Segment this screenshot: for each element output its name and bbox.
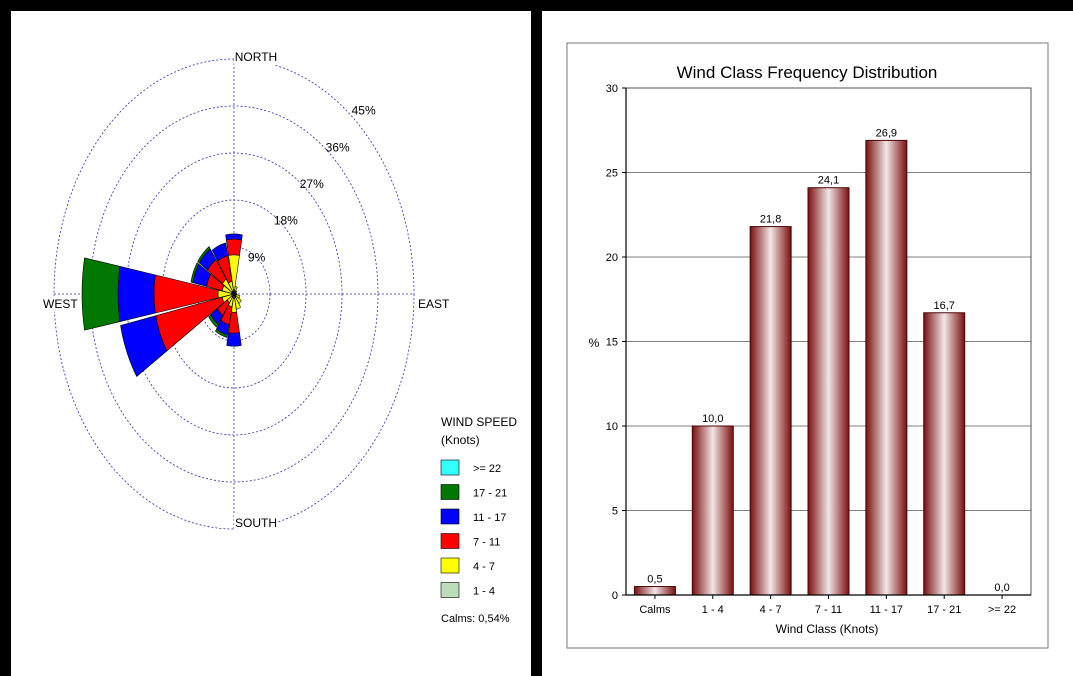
- direction-label-west: WEST: [43, 297, 78, 311]
- bar-value-label-5: 16,7: [934, 300, 955, 312]
- rose-sector-10-class-4: [208, 314, 219, 328]
- legend-title-line2: (Knots): [441, 433, 480, 447]
- ring-label-5: 45%: [352, 104, 376, 118]
- direction-label-east: EAST: [418, 297, 450, 311]
- rose-sector-14-class-4: [197, 246, 211, 264]
- x-axis-label: Wind Class (Knots): [776, 622, 879, 636]
- x-tick-label-6: >= 22: [988, 604, 1016, 616]
- legend-label-5: 1 - 4: [473, 586, 495, 598]
- y-tick-label-3: 15: [606, 337, 618, 349]
- y-tick-label-2: 10: [606, 421, 618, 433]
- legend-label-2: 11 - 17: [473, 512, 506, 524]
- calms-text: Calms: 0,54%: [441, 613, 510, 625]
- x-tick-label-1: 1 - 4: [702, 604, 724, 616]
- legend-label-1: 17 - 21: [473, 488, 507, 500]
- rose-legend: WIND SPEED (Knots) >= 22 17 - 21 11 - 17 7 …: [440, 415, 517, 598]
- rose-sector-15-class-3: [211, 242, 229, 262]
- bar-2: [749, 226, 792, 596]
- rose-sector-8-class-3: [226, 332, 242, 347]
- rose-sector-0-class-3: [225, 233, 243, 241]
- wind-rose-chart: 9% 18% 27% 36% 45% NORTH SOUTH WEST EAST WIND SP…: [43, 49, 517, 625]
- legend-swatch-5: [440, 582, 460, 598]
- ring-label-2: 18%: [274, 214, 298, 228]
- bar-value-label-4: 26,9: [876, 127, 897, 139]
- legend-swatch-0: [440, 459, 460, 476]
- ring-label-1: 9%: [248, 250, 266, 264]
- rose-sector-12-class-4: [81, 257, 121, 331]
- y-tick-label-0: 0: [612, 590, 618, 602]
- x-tick-label-0: Calms: [639, 604, 671, 616]
- legend-label-3: 7 - 11: [473, 537, 500, 549]
- rose-sector-11-class-3: [120, 315, 168, 377]
- direction-label-bg-north: [234, 49, 278, 65]
- bar-0: [633, 586, 676, 596]
- chart-title: Wind Class Frequency Distribution: [677, 63, 938, 82]
- rose-sectors: [81, 233, 243, 377]
- y-tick-label-6: 30: [606, 83, 618, 95]
- y-axis-label: %: [589, 336, 600, 350]
- x-tick-label-3: 7 - 11: [815, 604, 842, 616]
- y-tick-label-1: 5: [612, 506, 618, 518]
- bar-value-label-3: 24,1: [818, 175, 839, 187]
- wind-class-bar-chart: Wind Class Frequency Distribution 0,5 10,…: [566, 42, 1049, 649]
- ring-label-3: 27%: [300, 177, 324, 191]
- bar-value-label-1: 10,0: [702, 413, 723, 425]
- y-tick-label-4: 20: [606, 252, 618, 264]
- legend-title-line1: WIND SPEED: [441, 415, 517, 429]
- bar-1: [691, 425, 734, 596]
- legend-swatch-3: [440, 533, 460, 549]
- bar-5: [923, 312, 966, 596]
- wind-rose-panel: 9% 18% 27% 36% 45% NORTH SOUTH WEST EAST WIND SP…: [11, 11, 531, 676]
- bar-chart-panel: Wind Class Frequency Distribution 0,5 10,…: [542, 11, 1073, 676]
- bar-value-label-6: 0,0: [994, 582, 1009, 594]
- legend-swatch-4: [440, 557, 460, 574]
- legend-label-0: >= 22: [473, 463, 501, 475]
- rose-sector-13-class-4: [190, 262, 200, 283]
- direction-label-bg-south: [234, 515, 278, 531]
- bar-value-label-2: 21,8: [760, 214, 781, 226]
- y-tick-label-5: 25: [606, 168, 618, 180]
- direction-label-south: SOUTH: [235, 516, 277, 530]
- bar-4: [865, 139, 908, 596]
- rose-sector-0-class-2: [226, 238, 242, 256]
- bar-axes: 0 5 10 15 20 25 30 Calms 1 - 4 4 - 7 7 - 11 11 - 17…: [606, 83, 1031, 616]
- direction-label-bg-west: [43, 296, 81, 312]
- bar-series: 0,5 10,0 21,8 24,1 26,9 16,7 0,0: [633, 127, 1010, 596]
- x-tick-label-5: 17 - 21: [927, 604, 961, 616]
- legend-swatch-2: [440, 508, 460, 525]
- legend-label-4: 4 - 7: [473, 561, 495, 573]
- rose-labels: 9% 18% 27% 36% 45% NORTH SOUTH WEST EAST: [43, 49, 452, 531]
- direction-label-bg-east: [418, 296, 452, 312]
- legend-swatch-1: [440, 484, 460, 500]
- direction-label-north: NORTH: [235, 50, 277, 64]
- rose-sector-9-class-4: [215, 328, 228, 338]
- x-tick-label-2: 4 - 7: [760, 604, 782, 616]
- ring-label-4: 36%: [326, 140, 350, 154]
- bar-value-label-0: 0,5: [647, 574, 662, 586]
- rose-sector-12-class-3: [117, 266, 156, 322]
- bar-3: [807, 187, 850, 596]
- x-tick-label-4: 11 - 17: [870, 604, 903, 616]
